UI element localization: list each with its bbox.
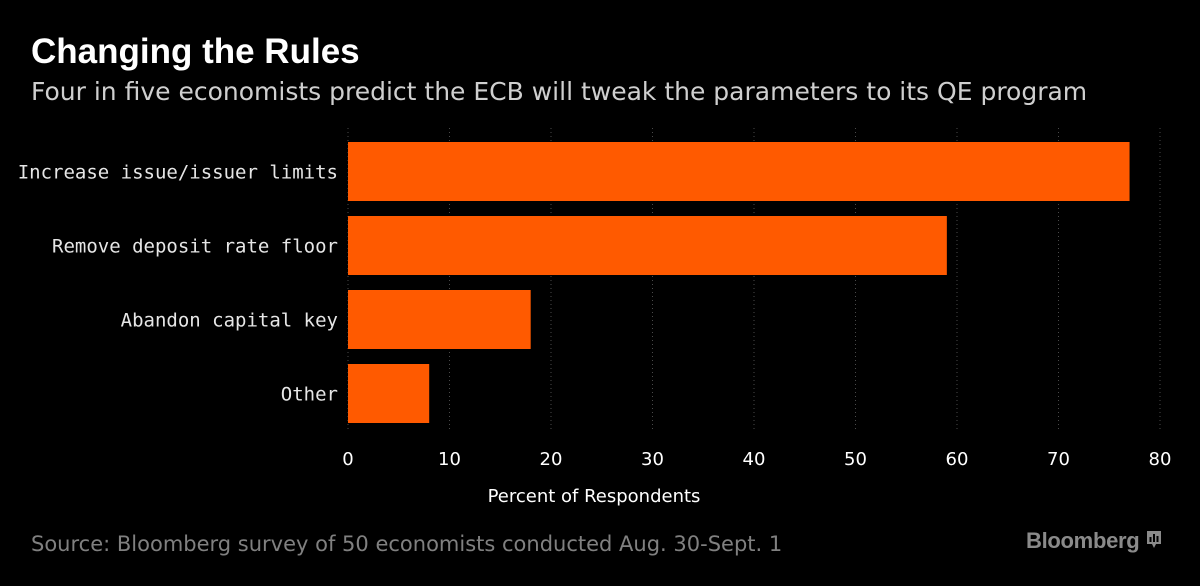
x-axis-title: Percent of Respondents bbox=[488, 486, 701, 507]
bar bbox=[348, 216, 947, 275]
brand-logo: Bloomberg bbox=[1026, 526, 1163, 556]
brand-name: Bloomberg bbox=[1026, 528, 1140, 553]
source-note: Source: Bloomberg survey of 50 economist… bbox=[31, 532, 783, 556]
category-label: Remove deposit rate floor bbox=[52, 236, 338, 258]
x-tick-label: 60 bbox=[946, 449, 969, 470]
chart-subtitle: Four in five economists predict the ECB … bbox=[31, 77, 1088, 106]
x-tick-label: 40 bbox=[743, 449, 766, 470]
x-tick-label: 30 bbox=[641, 449, 664, 470]
bar bbox=[348, 290, 531, 349]
x-tick-label: 20 bbox=[540, 449, 563, 470]
category-label: Increase issue/issuer limits bbox=[18, 162, 338, 184]
category-labels: Increase issue/issuer limits Remove depos… bbox=[18, 162, 338, 406]
x-tick-label: 10 bbox=[438, 449, 461, 470]
bar bbox=[348, 142, 1130, 201]
bloomberg-terminal-icon bbox=[1145, 528, 1163, 555]
x-tick-label: 0 bbox=[342, 449, 353, 470]
x-tick-label: 50 bbox=[844, 449, 867, 470]
x-tick-label: 80 bbox=[1149, 449, 1172, 470]
chart-title: Changing the Rules bbox=[31, 32, 360, 71]
category-label: Other bbox=[281, 384, 338, 406]
bar bbox=[348, 364, 430, 423]
category-label: Abandon capital key bbox=[121, 310, 338, 332]
x-axis-ticks: 0 10 20 30 40 50 60 70 80 bbox=[342, 449, 1171, 470]
bars bbox=[348, 142, 1130, 423]
x-tick-label: 70 bbox=[1047, 449, 1070, 470]
